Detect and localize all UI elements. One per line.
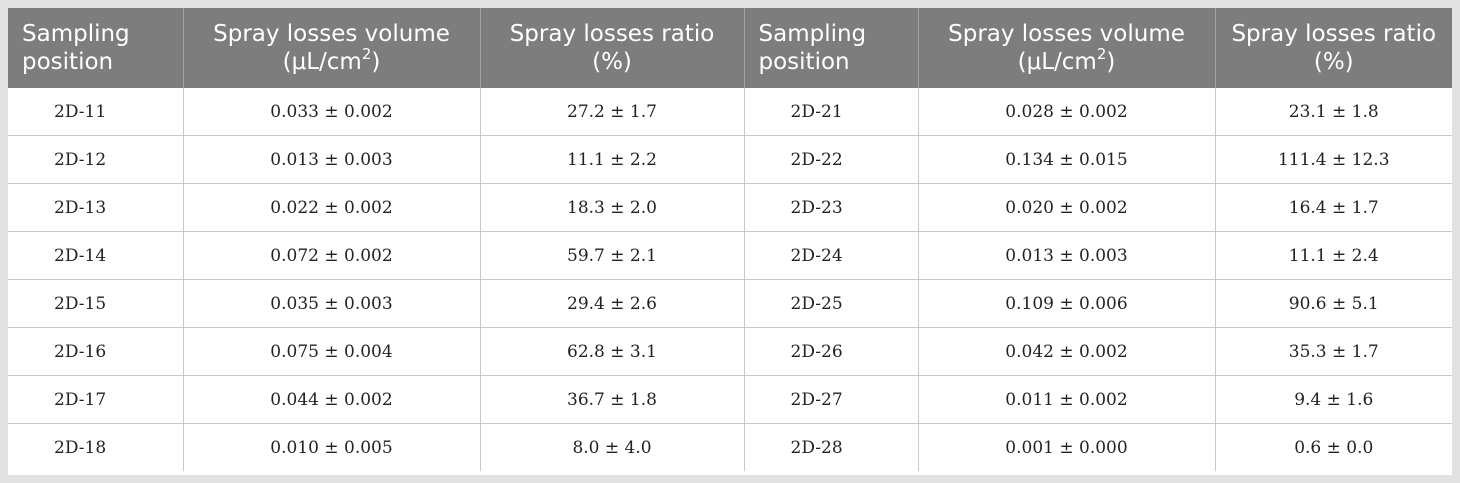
table-cell: 2D-23 — [744, 183, 919, 232]
header-spray-losses-ratio-1: Spray losses ratio (%) — [480, 8, 745, 88]
table-cell: 2D-17 — [8, 375, 184, 424]
table-cell: 2D-13 — [8, 183, 184, 232]
table-cell: 2D-12 — [8, 135, 184, 184]
header-sampling-position-1: Sampling position — [8, 8, 184, 88]
table-cell: 2D-24 — [744, 231, 919, 280]
table-cell: 2D-14 — [8, 231, 184, 280]
table-cell: 0.033 ± 0.002 — [183, 88, 481, 136]
table-cell: 0.035 ± 0.003 — [183, 279, 481, 328]
table-cell: 0.044 ± 0.002 — [183, 375, 481, 424]
table-body: 2D-11 0.033 ± 0.002 27.2 ± 1.7 2D-21 0.028 ±… — [8, 88, 1452, 471]
header-spray-losses-volume-1: Spray losses volume (μL/cm2) — [183, 8, 481, 88]
table-cell: 0.6 ± 0.0 — [1294, 437, 1374, 458]
table-row: 2D-12 0.013 ± 0.003 11.1 ± 2.2 2D-22 0.134 ±… — [8, 135, 1452, 184]
table-cell: 0.022 ± 0.002 — [183, 183, 481, 232]
table-cell: 2D-21 — [744, 88, 919, 136]
table-cell: 27.2 ± 1.7 — [480, 88, 745, 136]
table-row: 2D-11 0.033 ± 0.002 27.2 ± 1.7 2D-21 0.028 ±… — [8, 88, 1452, 136]
header-spray-losses-volume-2: Spray losses volume (μL/cm2) — [918, 8, 1216, 88]
table-row: 2D-18 0.010 ± 0.005 8.0 ± 4.0 2D-28 0.001 ± … — [8, 423, 1452, 471]
table-cell: 2D-16 — [8, 327, 184, 376]
table-cell: 0.001 ± 0.000 — [918, 423, 1216, 471]
table-cell: 2D-25 — [744, 279, 919, 328]
table-cell: 35.3 ± 1.7 — [1215, 327, 1452, 376]
table-row: 2D-16 0.075 ± 0.004 62.8 ± 3.1 2D-26 0.042 ±… — [8, 327, 1452, 376]
table-cell: 0.134 ± 0.015 — [918, 135, 1216, 184]
table-cell: 29.4 ± 2.6 — [480, 279, 745, 328]
table-cell: 0.011 ± 0.002 — [918, 375, 1216, 424]
table-cell: 36.7 ± 1.8 — [480, 375, 745, 424]
table-cell: 90.6 ± 5.1 — [1215, 279, 1452, 328]
table-cell: 2D-28 — [744, 423, 919, 471]
table-cell: 2D-15 — [8, 279, 184, 328]
table-cell: 0.075 ± 0.004 — [183, 327, 481, 376]
table-cell: 23.1 ± 1.8 — [1215, 88, 1452, 136]
table-cell: 18.3 ± 2.0 — [480, 183, 745, 232]
table-cell: 2D-26 — [744, 327, 919, 376]
table-cell: 2D-11 — [8, 88, 184, 136]
table-cell: 2D-22 — [744, 135, 919, 184]
table-row: 2D-14 0.072 ± 0.002 59.7 ± 2.1 2D-24 0.013 ±… — [8, 231, 1452, 280]
table-cell: 2D-27 — [744, 375, 919, 424]
table-cell: 16.4 ± 1.7 — [1215, 183, 1452, 232]
table-cell: 9.4 ± 1.6 — [1215, 375, 1452, 424]
table-header-row: Sampling position Spray losses volume (μ… — [8, 8, 1452, 88]
table-cell: 11.1 ± 2.2 — [480, 135, 745, 184]
table-cell: 62.8 ± 3.1 — [480, 327, 745, 376]
header-sampling-position-2: Sampling position — [744, 8, 919, 88]
table-cell: 111.4 ± 12.3 — [1215, 135, 1452, 184]
table-cell: 0.072 ± 0.002 — [183, 231, 481, 280]
header-spray-losses-ratio-2: Spray losses ratio (%) — [1215, 8, 1452, 88]
table-cell: 0.109 ± 0.006 — [918, 279, 1216, 328]
table-cell: 11.1 ± 2.4 — [1215, 231, 1452, 280]
table-cell: 0.028 ± 0.002 — [918, 88, 1216, 136]
table-row: 2D-15 0.035 ± 0.003 29.4 ± 2.6 2D-25 0.109 ±… — [8, 279, 1452, 328]
table-row: 2D-13 0.022 ± 0.002 18.3 ± 2.0 2D-23 0.020 ±… — [8, 183, 1452, 232]
table-row: 2D-17 0.044 ± 0.002 36.7 ± 1.8 2D-27 0.011 ±… — [8, 375, 1452, 424]
table-frame: Sampling position Spray losses volume (μ… — [8, 8, 1452, 475]
table-cell: 0.013 ± 0.003 — [918, 231, 1216, 280]
table-cell: 8.0 ± 4.0 — [480, 423, 745, 471]
table-cell: 59.7 ± 2.1 — [480, 231, 745, 280]
spray-losses-table: Sampling position Spray losses volume (μ… — [8, 8, 1452, 471]
table-cell: 2D-18 — [8, 423, 184, 471]
table-cell: 0.010 ± 0.005 — [183, 423, 481, 471]
table-cell: 0.042 ± 0.002 — [918, 327, 1216, 376]
table-cell: 0.013 ± 0.003 — [183, 135, 481, 184]
table-cell: 0.020 ± 0.002 — [918, 183, 1216, 232]
